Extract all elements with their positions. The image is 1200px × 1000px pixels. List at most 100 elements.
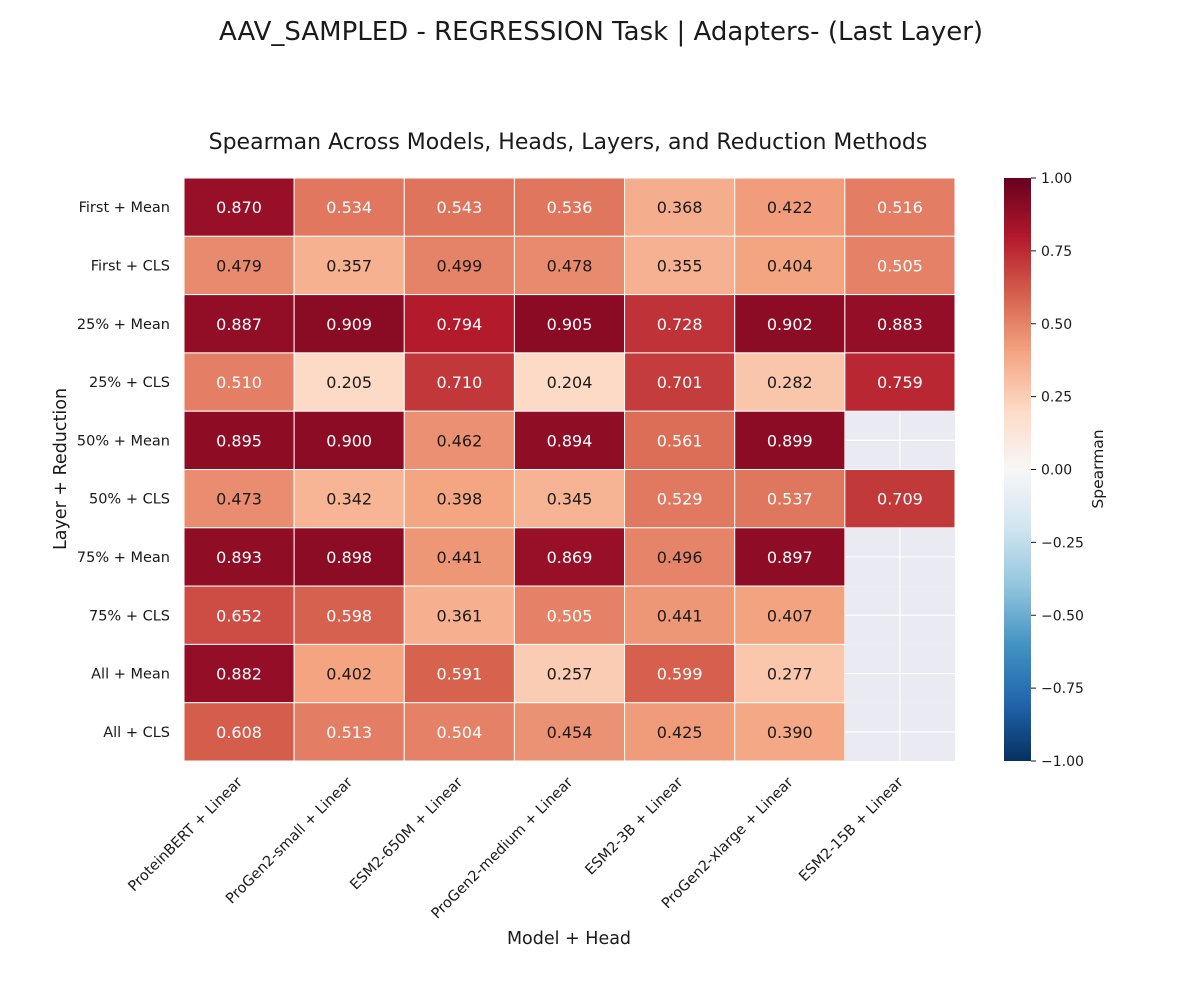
cell-value-label: 0.710 bbox=[436, 373, 482, 392]
x-tick-label: ESM2-650M + Linear bbox=[347, 774, 466, 893]
heatmap-cell bbox=[844, 294, 956, 354]
heatmap-cell bbox=[624, 469, 736, 529]
cell-value-label: 0.909 bbox=[326, 315, 372, 334]
cell-value-label: 0.883 bbox=[877, 315, 923, 334]
colorbar bbox=[1004, 178, 1031, 761]
cell-value-label: 0.361 bbox=[436, 606, 482, 625]
colorbar-tick-label: −1.00 bbox=[1041, 754, 1084, 770]
cell-value-label: 0.496 bbox=[657, 548, 703, 567]
cell-value-label: 0.404 bbox=[767, 256, 813, 275]
heatmap-cell bbox=[183, 702, 295, 762]
heatmap-cell bbox=[183, 177, 295, 237]
cell-value-label: 0.902 bbox=[767, 315, 813, 334]
cell-value-label: 0.425 bbox=[657, 723, 703, 742]
heatmap-cell bbox=[403, 410, 515, 471]
heatmap-cell bbox=[513, 469, 626, 529]
cell-value-label: 0.505 bbox=[547, 606, 593, 625]
heatmap-cell bbox=[293, 177, 405, 237]
cell-value-label: 0.257 bbox=[547, 665, 593, 684]
cell-value-label: 0.345 bbox=[547, 490, 593, 509]
heatmap-cell bbox=[734, 352, 846, 412]
cell-value-label: 0.652 bbox=[216, 606, 262, 625]
heatmap-cell bbox=[403, 294, 515, 354]
heatmap-cell bbox=[403, 643, 515, 704]
heatmap-cell bbox=[403, 527, 515, 587]
heatmap-cell bbox=[734, 294, 846, 354]
cell-value-label: 0.894 bbox=[547, 431, 593, 450]
heatmap-cell bbox=[734, 235, 846, 296]
y-tick-label: 25% + Mean bbox=[77, 317, 170, 333]
heatmap-cell bbox=[734, 702, 846, 762]
colorbar-tick-label: 0.00 bbox=[1041, 463, 1072, 479]
y-tick-label: First + Mean bbox=[79, 200, 170, 216]
heatmap-cell bbox=[734, 585, 846, 645]
heatmap-cell bbox=[844, 469, 956, 529]
heatmap-cell bbox=[844, 352, 956, 412]
cell-value-label: 0.537 bbox=[767, 490, 813, 509]
cell-value-label: 0.505 bbox=[877, 256, 923, 275]
cell-value-label: 0.897 bbox=[767, 548, 813, 567]
heatmap-cell bbox=[183, 235, 295, 296]
heatmap-cell bbox=[624, 527, 736, 587]
colorbar-tick-label: 1.00 bbox=[1041, 171, 1072, 187]
cell-value-label: 0.900 bbox=[326, 431, 372, 450]
heatmap-cell bbox=[183, 527, 295, 587]
cell-value-label: 0.402 bbox=[326, 665, 372, 684]
colorbar-label: Spearman bbox=[1089, 429, 1107, 508]
x-axis-label: Model + Head bbox=[507, 929, 631, 949]
heatmap-cell bbox=[624, 294, 736, 354]
heatmap-cell bbox=[844, 235, 956, 296]
cell-value-label: 0.895 bbox=[216, 431, 262, 450]
heatmap-cell bbox=[513, 643, 626, 704]
heatmap-cell bbox=[293, 527, 405, 587]
cell-value-label: 0.599 bbox=[657, 665, 703, 684]
heatmap-cell bbox=[183, 585, 295, 645]
cell-value-label: 0.342 bbox=[326, 490, 372, 509]
cell-value-label: 0.709 bbox=[877, 490, 923, 509]
heatmap-cell bbox=[513, 702, 626, 762]
cell-value-label: 0.277 bbox=[767, 665, 813, 684]
colorbar-ticks: 1.00 0.75 0.50 0.25 0.00 −0.25 −0.50 −0.75 −1.00 bbox=[1031, 171, 1084, 770]
heatmap-cell bbox=[403, 177, 515, 237]
heatmap-cell bbox=[403, 702, 515, 762]
colorbar-tick-label: 0.75 bbox=[1041, 244, 1072, 260]
heatmap-cells: 0.870 0.534 0.543 0.536 0.368 0.422 0.516 0.479… bbox=[183, 177, 956, 762]
x-tick-label: ProGen2-small + Linear bbox=[223, 774, 356, 907]
y-tick-label: 75% + Mean bbox=[77, 550, 170, 566]
cell-value-label: 0.516 bbox=[877, 198, 923, 217]
heatmap-cell bbox=[403, 235, 515, 296]
cell-value-label: 0.398 bbox=[436, 490, 482, 509]
y-tick-label: First + CLS bbox=[91, 258, 170, 274]
cell-value-label: 0.905 bbox=[547, 315, 593, 334]
x-tick-label: ProGen2-xlarge + Linear bbox=[659, 774, 797, 912]
cell-value-label: 0.454 bbox=[547, 723, 593, 742]
heatmap-cell bbox=[624, 702, 736, 762]
cell-value-label: 0.513 bbox=[326, 723, 372, 742]
heatmap-cell bbox=[183, 352, 295, 412]
heatmap-cell bbox=[624, 585, 736, 645]
cell-value-label: 0.887 bbox=[216, 315, 262, 334]
cell-value-label: 0.701 bbox=[657, 373, 703, 392]
cell-value-label: 0.390 bbox=[767, 723, 813, 742]
heatmap-cell bbox=[513, 527, 626, 587]
cell-value-label: 0.869 bbox=[547, 548, 593, 567]
cell-value-label: 0.357 bbox=[326, 256, 372, 275]
heatmap-cell bbox=[293, 702, 405, 762]
y-tick-label: All + Mean bbox=[91, 667, 170, 683]
cell-value-label: 0.794 bbox=[436, 315, 482, 334]
colorbar-tick-label: 0.50 bbox=[1041, 317, 1072, 333]
x-tick-label: ESM2-15B + Linear bbox=[796, 774, 906, 884]
cell-value-label: 0.441 bbox=[436, 548, 482, 567]
y-tick-labels: First + Mean First + CLS 25% + Mean 25% + C… bbox=[77, 200, 170, 741]
cell-value-label: 0.478 bbox=[547, 256, 593, 275]
cell-value-label: 0.898 bbox=[326, 548, 372, 567]
heatmap-cell bbox=[293, 352, 405, 412]
cell-value-label: 0.529 bbox=[657, 490, 703, 509]
cell-value-label: 0.355 bbox=[657, 256, 703, 275]
heatmap-cell bbox=[293, 585, 405, 645]
cell-value-label: 0.499 bbox=[436, 256, 482, 275]
colorbar-tick-label: −0.25 bbox=[1041, 535, 1084, 551]
cell-value-label: 0.422 bbox=[767, 198, 813, 217]
